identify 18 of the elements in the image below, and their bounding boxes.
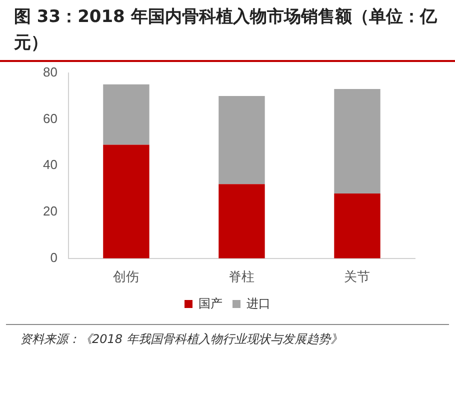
bar (334, 89, 380, 194)
y-tick-label: 40 (42, 157, 58, 172)
y-tick-label: 0 (50, 250, 58, 265)
bar (103, 84, 150, 145)
bar (334, 193, 380, 258)
x-tick-label: 脊柱 (228, 268, 255, 284)
legend-label: 国产 (198, 296, 222, 310)
y-tick-label: 20 (42, 204, 58, 219)
chart-title: 图 33：2018 年国内骨科植入物市场销售额（单位：亿元） (0, 0, 455, 62)
y-tick-label: 80 (42, 64, 58, 80)
legend-label: 进口 (246, 296, 270, 310)
bar (103, 144, 150, 258)
x-tick-label: 关节 (344, 268, 370, 284)
bar (218, 96, 265, 184)
text: 资料来源：《2018 年我国骨科植入物行业现状与发展趋势》 (20, 331, 344, 348)
y-tick-label: 60 (42, 110, 58, 126)
bar (218, 184, 265, 258)
x-tick-label: 创伤 (113, 268, 140, 284)
